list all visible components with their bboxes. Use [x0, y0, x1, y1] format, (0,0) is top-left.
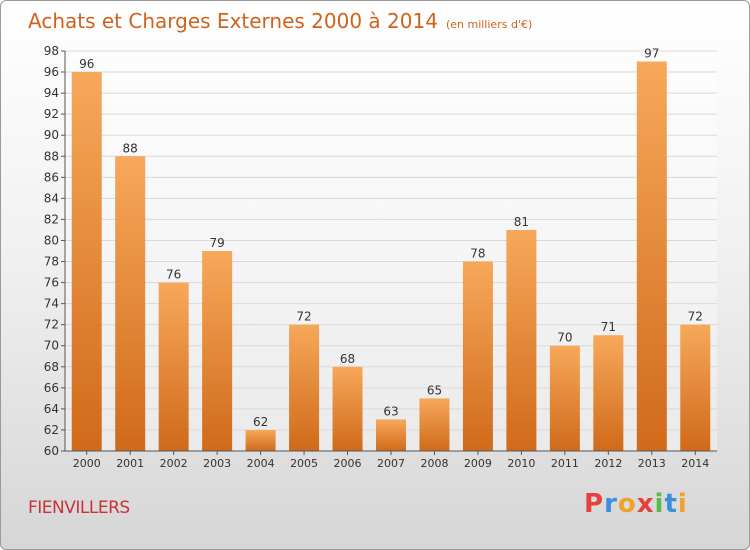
- bar: [71, 72, 102, 451]
- y-tick-label: 86: [44, 170, 59, 184]
- x-tick-label: 2013: [638, 457, 666, 470]
- y-tick-label: 94: [44, 86, 59, 100]
- x-tick-label: 2007: [377, 457, 405, 470]
- bar: [680, 324, 711, 451]
- data-label: 62: [253, 415, 268, 429]
- bar: [158, 282, 189, 451]
- bar: [549, 345, 580, 451]
- y-tick-label: 70: [44, 339, 59, 353]
- bar: [419, 398, 450, 451]
- y-tick-label: 76: [44, 276, 59, 290]
- bar: [376, 419, 406, 451]
- y-tick-label: 80: [44, 233, 59, 247]
- data-label: 96: [79, 57, 94, 71]
- y-tick-label: 82: [44, 212, 59, 226]
- data-label: 81: [514, 215, 529, 229]
- y-tick-label: 72: [44, 318, 59, 332]
- y-tick-label: 64: [44, 402, 59, 416]
- y-tick-label: 88: [44, 149, 59, 163]
- x-tick-label: 2004: [247, 457, 275, 470]
- chart-title: Achats et Charges Externes 2000 à 2014 (e…: [28, 9, 532, 33]
- data-label: 72: [688, 310, 703, 324]
- data-label: 70: [557, 331, 572, 345]
- x-tick-label: 2010: [507, 457, 535, 470]
- data-label: 78: [470, 247, 485, 261]
- bar: [115, 156, 146, 451]
- x-tick-label: 2014: [681, 457, 709, 470]
- x-tick-label: 2012: [594, 457, 622, 470]
- bars: 96 88 76 79 62 72 68 63 65 78 81 70 71 97 72: [71, 47, 711, 452]
- data-label: 76: [166, 268, 181, 282]
- y-tick-label: 78: [44, 255, 59, 269]
- data-label: 65: [427, 383, 442, 397]
- bar: [506, 229, 537, 451]
- x-tick-label: 2006: [334, 457, 362, 470]
- data-label: 68: [340, 352, 355, 366]
- y-tick-label: 60: [44, 444, 59, 458]
- data-label: 72: [296, 310, 311, 324]
- x-tick-label: 2009: [464, 457, 492, 470]
- x-tick-label: 2002: [160, 457, 188, 470]
- proxiti-logo: Proxiti: [584, 489, 688, 519]
- x-tick-label: 2008: [420, 457, 448, 470]
- x-tick-label: 2001: [116, 457, 144, 470]
- bar: [289, 324, 320, 451]
- data-label: 71: [601, 320, 616, 334]
- data-label: 79: [209, 236, 224, 250]
- y-tick-label: 92: [44, 107, 59, 121]
- x-tick-label: 2003: [203, 457, 231, 470]
- y-tick-label: 84: [44, 191, 59, 205]
- data-label: 97: [644, 47, 659, 61]
- x-tick-label: 2000: [73, 457, 101, 470]
- bar: [245, 429, 276, 451]
- chart-subtitle: (en milliers d'€): [445, 18, 533, 31]
- axes: 60 62 64 66 68 70 72 74 76 78 80 82 84 86 88 90 92 94 96 98…: [44, 44, 717, 470]
- y-tick-label: 68: [44, 360, 59, 374]
- y-tick-label: 62: [44, 423, 59, 437]
- y-tick-label: 96: [44, 65, 59, 79]
- y-tick-label: 66: [44, 381, 59, 395]
- x-tick-label: 2011: [551, 457, 579, 470]
- bar: [332, 366, 363, 451]
- bar: [462, 261, 493, 451]
- data-label: 63: [383, 404, 398, 418]
- y-tick-label: 90: [44, 128, 59, 142]
- commune-name: FIENVILLERS: [28, 498, 130, 518]
- data-label: 88: [123, 141, 138, 155]
- y-tick-label: 98: [44, 44, 59, 58]
- x-tick-label: 2005: [290, 457, 318, 470]
- bar: [202, 251, 233, 451]
- chart-title-text: Achats et Charges Externes 2000 à 2014: [28, 9, 438, 33]
- bar: [636, 61, 667, 452]
- bar: [593, 335, 624, 451]
- y-tick-label: 74: [44, 297, 59, 311]
